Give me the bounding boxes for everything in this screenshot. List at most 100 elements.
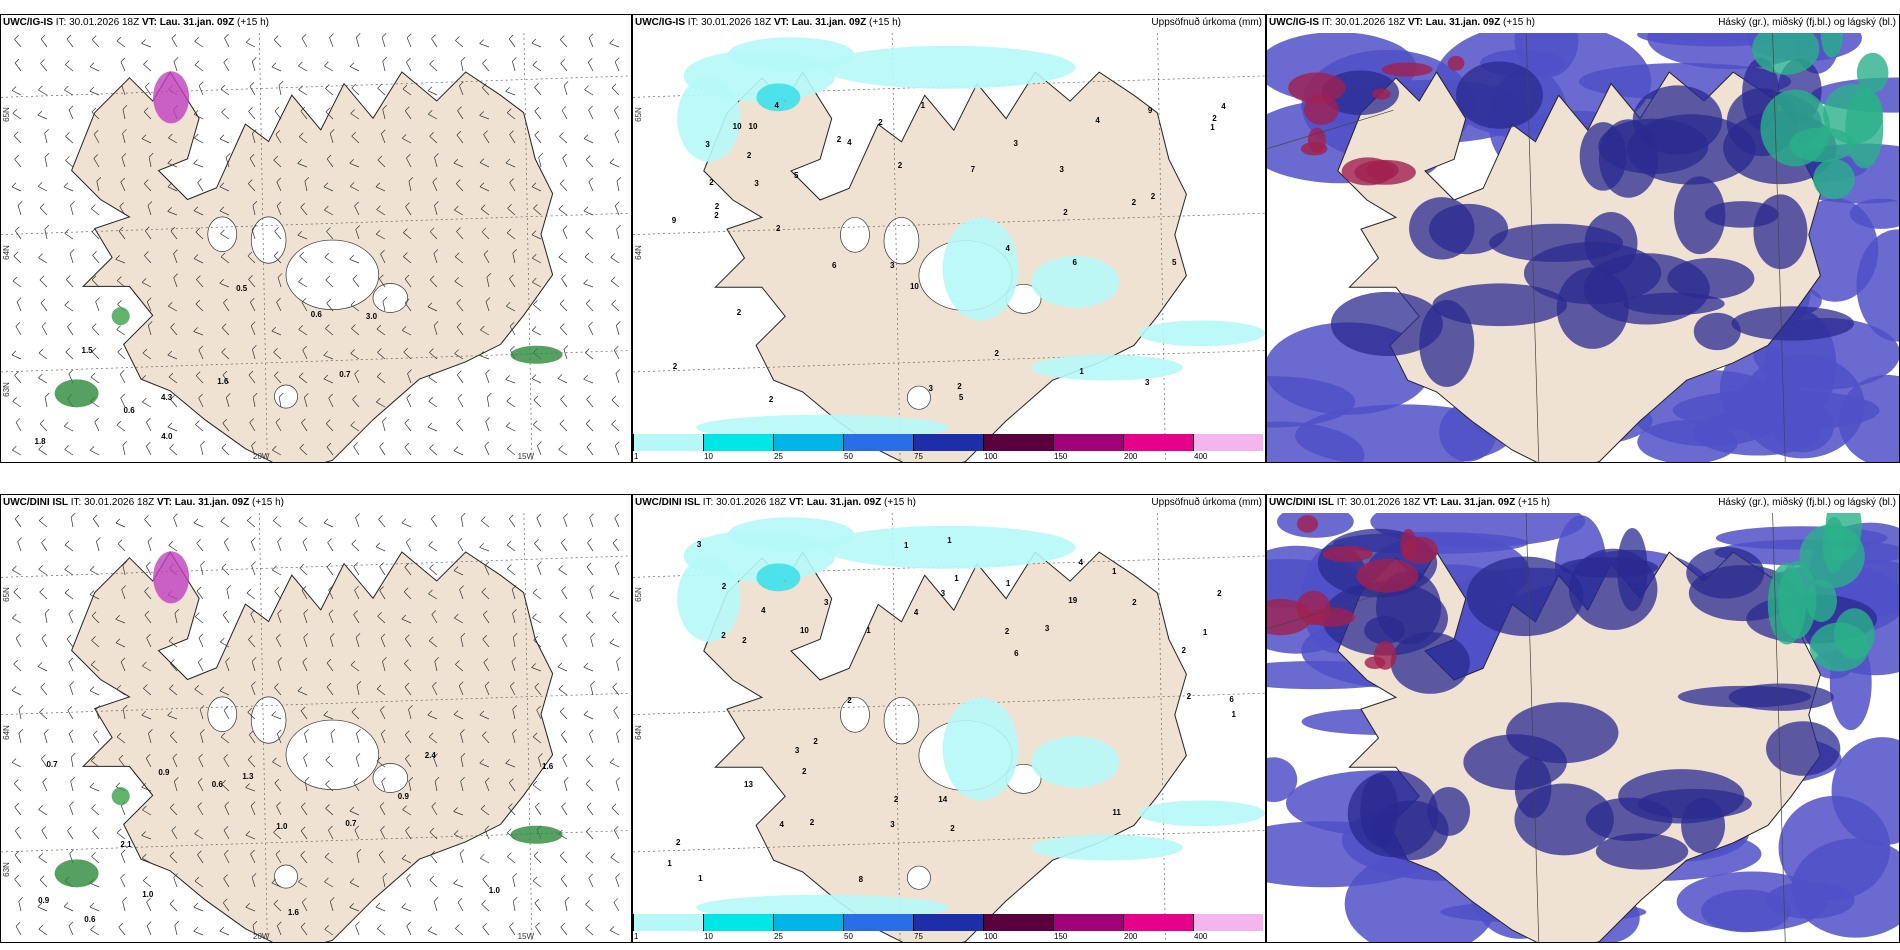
wind-barb-flag	[195, 420, 200, 425]
wind-barb	[611, 399, 620, 408]
wind-barb-flag	[560, 874, 566, 880]
wind-barb-flag	[275, 418, 281, 423]
wind-barb	[39, 591, 48, 600]
meridian-line	[1157, 33, 1166, 462]
wind-barb	[193, 930, 204, 936]
wind-barb-flag	[512, 873, 517, 878]
wind-barb-flag	[375, 542, 381, 547]
wind-barb	[479, 43, 490, 48]
wind-barb-flag	[277, 657, 283, 662]
wind-barb	[483, 254, 490, 264]
wind-barb	[120, 853, 126, 864]
wind-barb-flag	[427, 710, 433, 716]
wind-barb	[456, 183, 464, 192]
wind-barb-flag	[44, 152, 50, 158]
wind-barb-flag	[434, 153, 439, 158]
wind-barb	[615, 373, 620, 384]
wind-barb-flag	[42, 777, 47, 783]
wind-barb	[44, 613, 48, 624]
wind-barb	[563, 85, 568, 96]
wind-barb-flag	[297, 230, 302, 236]
wind-barb-flag	[355, 633, 361, 638]
wind-barb	[143, 111, 152, 120]
wind-barb	[483, 662, 490, 672]
wind-barb-flag	[377, 924, 382, 929]
wind-barb	[532, 617, 542, 624]
wind-barb	[351, 711, 360, 720]
wind-barb-flag	[11, 350, 17, 356]
wind-barb	[193, 210, 204, 216]
wind-barb	[299, 567, 308, 576]
wind-barb	[349, 882, 360, 888]
wind-barb	[193, 258, 204, 264]
wind-barb-flag	[247, 179, 253, 184]
wind-barb	[350, 664, 360, 672]
wind-barb-flag	[197, 777, 203, 783]
wind-barb-flag	[589, 513, 594, 518]
wind-barb-flag	[353, 610, 358, 615]
wind-barb-flag	[563, 345, 569, 350]
wind-barb	[428, 545, 438, 552]
wind-barb-flag	[38, 85, 43, 91]
wind-barb-flag	[460, 777, 465, 782]
wind-barb	[432, 685, 438, 696]
wind-barb	[563, 781, 568, 792]
mid-cloud-area	[1432, 283, 1568, 327]
wind-barb-flag	[588, 873, 593, 879]
wind-barb	[457, 542, 464, 552]
parallel-line	[633, 830, 1265, 853]
wind-barb-flag	[251, 441, 256, 446]
wind-barb-flag	[118, 226, 124, 232]
wind-barb-flag	[18, 728, 24, 734]
value-label: 4	[1221, 101, 1226, 111]
wind-barb	[92, 255, 100, 264]
wind-barb	[583, 210, 594, 216]
wind-barb-flag	[616, 176, 622, 182]
wind-barb	[351, 328, 360, 336]
wind-barb-flag	[354, 369, 359, 375]
wind-barb-flag	[533, 204, 538, 209]
wind-barb-flag	[12, 613, 17, 619]
wind-barb	[221, 327, 230, 336]
wind-barb	[194, 833, 204, 840]
wind-barb	[323, 354, 334, 360]
wind-barb-flag	[18, 897, 24, 902]
wind-barb-flag	[90, 660, 96, 666]
precip-area-heavy	[756, 83, 801, 112]
wind-barb-flag	[427, 302, 433, 307]
value-label: 2	[1004, 626, 1010, 636]
value-label: 6	[1229, 695, 1234, 705]
wind-barb	[11, 690, 22, 696]
wind-barb-flag	[14, 802, 20, 808]
wind-barb-flag	[349, 878, 355, 883]
wind-barb-flag	[533, 395, 539, 401]
wind-barb-flag	[325, 107, 331, 113]
wind-barb	[169, 903, 178, 912]
wind-barb	[379, 566, 386, 576]
colorbar-tick-label: 100	[984, 932, 998, 941]
wind-barb-flag	[381, 33, 387, 38]
panel-wind-dini: UWC/DINI ISL IT: 30.01.2026 18Z VT: Lau.…	[0, 494, 632, 943]
wind-barb	[559, 136, 568, 144]
wind-barb-flag	[563, 777, 569, 782]
wind-barb-flag	[15, 826, 20, 832]
wind-barb-flag	[278, 80, 284, 86]
wind-barb	[558, 208, 568, 216]
wind-barb	[66, 38, 74, 48]
wind-barb-flag	[485, 297, 491, 302]
wind-barb-flag	[90, 372, 96, 378]
wind-barb	[453, 162, 464, 168]
parallel-line	[1, 75, 631, 98]
mid-cloud-area	[1455, 61, 1543, 129]
wind-barb	[89, 786, 100, 792]
wind-barb	[614, 445, 620, 456]
wind-barb-flag	[301, 586, 307, 591]
wind-barb	[382, 877, 386, 888]
wind-barb	[194, 137, 204, 144]
value-label: 3	[754, 179, 759, 189]
wind-barb-flag	[146, 633, 151, 639]
wind-barb	[377, 352, 386, 360]
wind-barb	[38, 257, 48, 264]
wind-barb	[248, 279, 256, 288]
wind-barb-flag	[538, 153, 543, 158]
